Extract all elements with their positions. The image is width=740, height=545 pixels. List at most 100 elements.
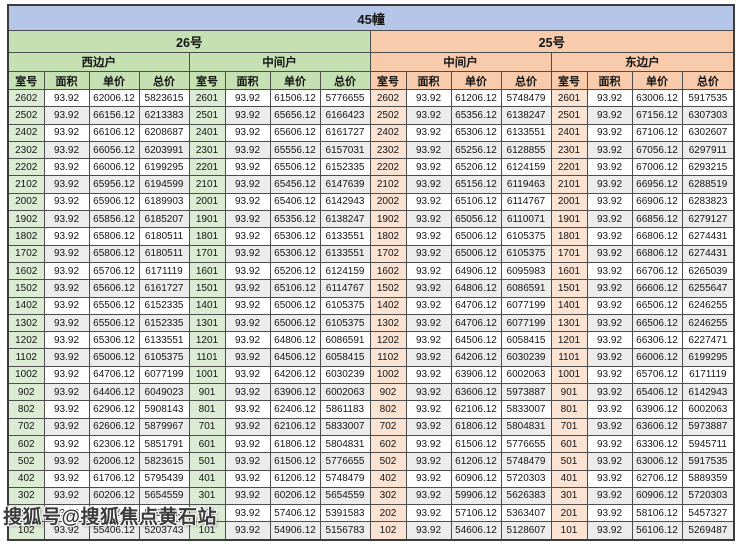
table-row: 1102 93.92 65006.12 6105375 1101 93.92 64506.1… xyxy=(7,348,735,367)
room-cell: 201 xyxy=(550,504,588,523)
room-cell: 2001 xyxy=(550,192,588,212)
total-price-cell: 6133551 xyxy=(138,331,190,350)
room-cell: 301 xyxy=(188,486,226,506)
unit-price-cell: 65256.12 xyxy=(450,140,502,160)
unit-price-cell: 66706.12 xyxy=(631,261,683,281)
unit-price-cell: 64706.12 xyxy=(450,313,502,333)
unit-price-cell: 65406.12 xyxy=(269,192,321,212)
col-header-unit-price: 单价 xyxy=(88,71,140,90)
area-cell: 93.92 xyxy=(43,348,90,367)
total-price-cell: 6203991 xyxy=(138,140,190,160)
total-price-cell: 5823615 xyxy=(138,88,190,108)
unit-price-cell: 62906.12 xyxy=(88,400,140,419)
room-cell: 1302 xyxy=(7,313,45,333)
unit-price-cell: 62306.12 xyxy=(88,434,140,454)
room-cell: 302 xyxy=(369,486,407,506)
unit-price-cell: 55406.12 xyxy=(88,521,140,541)
total-price-cell: 5776655 xyxy=(319,88,371,108)
room-cell: 1602 xyxy=(369,261,407,281)
area-cell: 93.92 xyxy=(224,296,271,315)
col-header-total-price: 总价 xyxy=(319,71,371,90)
room-cell: 1902 xyxy=(7,210,45,229)
room-cell: 601 xyxy=(188,434,226,454)
total-price-cell: 5945711 xyxy=(681,434,735,454)
unit-price-cell: 66906.12 xyxy=(631,192,683,212)
area-cell: 93.92 xyxy=(405,486,452,506)
area-cell: 93.92 xyxy=(586,296,633,315)
total-price-cell: 6274431 xyxy=(681,227,735,246)
total-price-cell: 5748479 xyxy=(319,469,371,488)
area-cell: 93.92 xyxy=(586,106,633,125)
total-price-cell: 5626383 xyxy=(500,486,552,506)
room-cell: 802 xyxy=(369,400,407,419)
room-cell: 2102 xyxy=(7,175,45,194)
area-cell: 93.92 xyxy=(224,417,271,436)
area-cell: 93.92 xyxy=(43,261,90,281)
area-cell: 93.92 xyxy=(586,434,633,454)
total-price-cell: 6293215 xyxy=(681,158,735,177)
room-cell: 1202 xyxy=(7,331,45,350)
room-cell: 1301 xyxy=(550,313,588,333)
room-cell: 902 xyxy=(369,383,407,402)
unit-price-cell: 65556.12 xyxy=(269,140,321,160)
unit-price-cell: 61806.12 xyxy=(450,417,502,436)
table-row: 1502 93.92 65606.12 6161727 1501 93.92 65106.1… xyxy=(7,279,735,298)
unit-price-cell: 57406.12 xyxy=(88,504,140,523)
unit-price-cell: 66856.12 xyxy=(631,210,683,229)
unit-price-cell: 64206.12 xyxy=(450,348,502,367)
total-price-cell: 5391583 xyxy=(138,504,190,523)
total-price-cell: 6213383 xyxy=(138,106,190,125)
unit-price-cell: 65706.12 xyxy=(88,261,140,281)
room-cell: 202 xyxy=(7,504,45,523)
area-cell: 93.92 xyxy=(405,261,452,281)
total-price-cell: 6114767 xyxy=(500,192,552,212)
building-25-header: 25号 xyxy=(369,30,735,53)
total-price-cell: 6152335 xyxy=(138,313,190,333)
room-cell: 701 xyxy=(188,417,226,436)
total-price-cell: 6138247 xyxy=(500,106,552,125)
area-cell: 93.92 xyxy=(43,383,90,402)
area-cell: 93.92 xyxy=(405,313,452,333)
area-cell: 93.92 xyxy=(586,417,633,436)
total-price-cell: 6194599 xyxy=(138,175,190,194)
unit-price-cell: 64206.12 xyxy=(269,365,321,385)
room-cell: 1001 xyxy=(550,365,588,385)
unit-price-cell: 65306.12 xyxy=(269,227,321,246)
total-price-cell: 5973887 xyxy=(500,383,552,402)
unit-price-cell: 60206.12 xyxy=(269,486,321,506)
unit-price-cell: 63606.12 xyxy=(450,383,502,402)
unit-price-cell: 63306.12 xyxy=(631,434,683,454)
area-cell: 93.92 xyxy=(224,400,271,419)
area-cell: 93.92 xyxy=(586,383,633,402)
area-cell: 93.92 xyxy=(43,88,90,108)
unit-price-cell: 54606.12 xyxy=(450,521,502,541)
unit-price-cell: 65856.12 xyxy=(88,210,140,229)
area-cell: 93.92 xyxy=(586,192,633,212)
table-row: 502 93.92 62006.12 5823615 501 93.92 61506.12 5… xyxy=(7,452,735,471)
total-price-cell: 5973887 xyxy=(681,417,735,436)
total-price-cell: 6171119 xyxy=(681,365,735,385)
unit-price-cell: 64806.12 xyxy=(269,331,321,350)
total-price-cell: 6095983 xyxy=(500,261,552,281)
total-price-cell: 6288519 xyxy=(681,175,735,194)
unit-price-cell: 65356.12 xyxy=(450,106,502,125)
total-price-cell: 5748479 xyxy=(500,88,552,108)
room-cell: 2202 xyxy=(369,158,407,177)
table-row: 902 93.92 64406.12 6049023 901 93.92 63906.12 6… xyxy=(7,383,735,402)
unit-price-cell: 64506.12 xyxy=(269,348,321,367)
room-cell: 501 xyxy=(550,452,588,471)
room-cell: 402 xyxy=(369,469,407,488)
total-price-cell: 6142943 xyxy=(681,383,735,402)
room-cell: 501 xyxy=(188,452,226,471)
room-cell: 1301 xyxy=(188,313,226,333)
area-cell: 93.92 xyxy=(586,504,633,523)
area-cell: 93.92 xyxy=(405,296,452,315)
room-cell: 901 xyxy=(550,383,588,402)
unit-price-cell: 59906.12 xyxy=(450,486,502,506)
area-cell: 93.92 xyxy=(224,227,271,246)
total-price-cell: 5917535 xyxy=(681,88,735,108)
area-cell: 93.92 xyxy=(224,313,271,333)
area-cell: 93.92 xyxy=(43,140,90,160)
table-row: 602 93.92 62306.12 5851791 601 93.92 61806.12 5… xyxy=(7,434,735,454)
